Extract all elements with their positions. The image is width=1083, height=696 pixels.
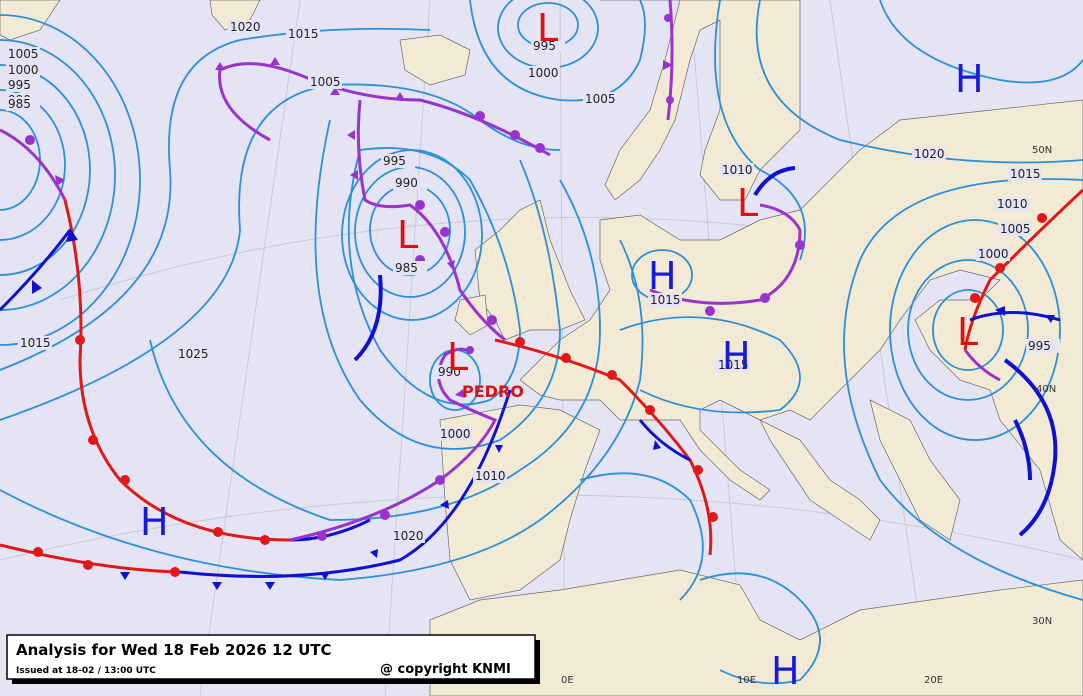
isobar-label-bg — [1026, 339, 1060, 353]
pressure-center: L — [957, 310, 978, 354]
isobar-label-bg — [381, 154, 415, 168]
isobar-label-bg — [531, 39, 565, 53]
isobar-label-bg — [1008, 167, 1042, 181]
isobar-label-bg — [436, 365, 470, 379]
pressure-center: L — [537, 6, 558, 50]
isobar-label: 1005 — [310, 75, 341, 89]
isobar-label-bg — [18, 336, 52, 350]
pressure-center: H — [140, 500, 169, 544]
isobar-label-bg — [720, 163, 754, 177]
isobar-label-bg — [473, 469, 507, 483]
isobar-label: 995 — [383, 154, 406, 168]
isobar-label-bg — [998, 222, 1032, 236]
isobar-label-bg — [6, 78, 40, 92]
isobar-label-bg — [6, 47, 40, 61]
pressure-center: H — [955, 57, 984, 101]
isobar-label: 1005 — [8, 47, 39, 61]
fronts — [0, 0, 1083, 590]
isobar-label: 995 — [8, 78, 31, 92]
pressure-center: H — [722, 334, 751, 378]
isobar-label: 1005 — [585, 92, 616, 106]
isobar-label-bg — [393, 261, 427, 275]
isobar-label: 1015 — [650, 293, 681, 307]
isobar-label-bg — [438, 427, 472, 441]
isobar-label-bg — [176, 347, 210, 361]
isobar-label: 1000 — [528, 66, 559, 80]
isobar-label: 1025 — [178, 347, 209, 361]
isobar-label-bg — [976, 247, 1010, 261]
isobar-label: 1000 — [8, 63, 39, 77]
graticule-label: 20E — [924, 675, 943, 686]
caption-title: Analysis for Wed 18 Feb 2026 12 UTC — [16, 641, 332, 659]
pressure-center: L — [737, 181, 758, 225]
isobar-label-bg — [526, 66, 560, 80]
isobar-label: 995 — [533, 39, 556, 53]
isobar-label: 1020 — [393, 529, 424, 543]
isobar-label: 985 — [395, 261, 418, 275]
isobar-label: 1000 — [440, 427, 471, 441]
isobar-label: 990 — [395, 176, 418, 190]
isobar-label: 1000 — [978, 247, 1009, 261]
isobar-label: 985 — [8, 97, 31, 111]
isobar-label-bg — [716, 358, 750, 372]
labels: 1020101510051000995990985100599599098599… — [6, 6, 1060, 693]
isobar-label: 1020 — [230, 20, 261, 34]
pressure-center: L — [397, 213, 418, 257]
isobar-label-bg — [286, 27, 320, 41]
isobar-label: 1005 — [1000, 222, 1031, 236]
graticule-label: 30N — [1032, 616, 1052, 627]
isobar-label: 1010 — [475, 469, 506, 483]
graticule-label: 40N — [1036, 384, 1056, 395]
isobar-label-bg — [648, 293, 682, 307]
pressure-center: H — [648, 254, 677, 298]
pressure-center: H — [771, 649, 800, 693]
isobar-label-bg — [583, 92, 617, 106]
isobar-label-bg — [6, 97, 40, 111]
isobar-label: 1020 — [914, 147, 945, 161]
graticule-label: 0E — [561, 675, 574, 686]
isobar-label: 990 — [438, 365, 461, 379]
isobar-label: 1015 — [718, 358, 749, 372]
caption-box: Analysis for Wed 18 Feb 2026 12 UTC Issu… — [6, 634, 540, 684]
isobar-label-bg — [228, 20, 262, 34]
caption-issued: Issued at 18-02 / 13:00 UTC — [16, 666, 156, 676]
graticule-label: 50N — [1032, 145, 1052, 156]
isobar-label-bg — [391, 529, 425, 543]
isobar-label-bg — [393, 176, 427, 190]
caption-copyright: @ copyright KNMI — [380, 662, 511, 677]
isobar-label-bg — [912, 147, 946, 161]
isobar-label: 1010 — [722, 163, 753, 177]
isobar-label: 1015 — [20, 336, 51, 350]
pressure-center: L — [447, 335, 468, 379]
isobar-label: 1015 — [288, 27, 319, 41]
isobar-label: 995 — [1028, 339, 1051, 353]
graticule-label: 10E — [737, 675, 756, 686]
isobar-label: 1015 — [1010, 167, 1041, 181]
isobar-label-bg — [6, 63, 40, 77]
isobar-label-bg — [995, 197, 1029, 211]
isobar-label-bg — [308, 75, 342, 89]
storm-name: PEDRO — [462, 382, 524, 401]
isobar-label: 1010 — [997, 197, 1028, 211]
